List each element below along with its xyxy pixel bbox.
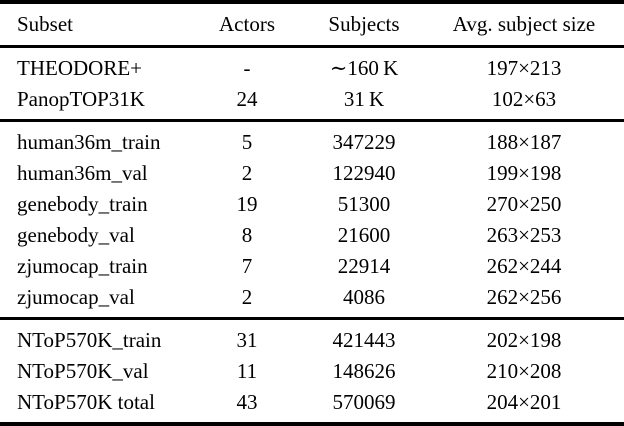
cell-subset: NToP570K total <box>17 390 155 414</box>
cell-subjects: 347229 <box>332 130 396 154</box>
cell-subset: PanopTOP31K <box>17 87 145 111</box>
cell-avg-subject-size: 199×198 <box>486 161 562 185</box>
cell-actors: 2 <box>241 161 253 185</box>
cell-subset: zjumocap_train <box>17 254 148 278</box>
cell-subjects: 22914 <box>337 254 391 278</box>
table-section-pretrain: THEODORE+ - ∼160 K 197×213 PanopTOP31K 2… <box>0 47 624 121</box>
cell-actors: 31 <box>236 328 258 352</box>
cell-avg-subject-size: 263×253 <box>486 223 562 247</box>
cell-subset: genebody_train <box>17 192 148 216</box>
table-header: Subset Actors Subjects Avg. subject size <box>0 2 624 47</box>
column-header-actors: Actors <box>219 12 275 36</box>
cell-subjects: 51300 <box>337 192 391 216</box>
table-row: human36m_val 2 122940 199×198 <box>0 158 624 189</box>
table-row: genebody_train 19 51300 270×250 <box>0 189 624 220</box>
cell-avg-subject-size: 262×256 <box>486 285 562 309</box>
table-section-ntop570k: NToP570K_train 31 421443 202×198 NToP570… <box>0 319 624 425</box>
table-section-source-datasets: human36m_train 5 347229 188×187 human36m… <box>0 121 624 319</box>
cell-actors: 2 <box>241 285 253 309</box>
cell-subjects: 421443 <box>332 328 396 352</box>
cell-subset: THEODORE+ <box>17 56 142 80</box>
cell-subjects: 148626 <box>332 359 396 383</box>
table-row: genebody_val 8 21600 263×253 <box>0 220 624 251</box>
cell-subjects: 31 K <box>343 87 385 111</box>
table-row: NToP570K_val 11 148626 210×208 <box>0 356 624 387</box>
cell-avg-subject-size: 197×213 <box>486 56 562 80</box>
cell-actors: 19 <box>236 192 258 216</box>
cell-subjects: 21600 <box>337 223 391 247</box>
cell-avg-subject-size: 262×244 <box>486 254 562 278</box>
cell-avg-subject-size: 202×198 <box>486 328 562 352</box>
cell-subjects: 4086 <box>343 285 385 309</box>
table-row: human36m_train 5 347229 188×187 <box>0 121 624 159</box>
cell-avg-subject-size: 188×187 <box>486 130 562 154</box>
cell-subset: NToP570K_val <box>17 359 149 383</box>
cell-subjects: ∼160 K <box>329 56 399 80</box>
column-header-subset: Subset <box>17 12 74 36</box>
column-header-subjects: Subjects <box>328 12 400 36</box>
cell-subjects: 122940 <box>332 161 396 185</box>
column-header-avg-subject-size: Avg. subject size <box>452 12 596 36</box>
table-row: THEODORE+ - ∼160 K 197×213 <box>0 47 624 85</box>
cell-actors: - <box>243 56 251 80</box>
cell-actors: 24 <box>236 87 258 111</box>
cell-subset: human36m_train <box>17 130 161 154</box>
table-row: NToP570K_train 31 421443 202×198 <box>0 319 624 357</box>
cell-avg-subject-size: 204×201 <box>486 390 562 414</box>
table-row: PanopTOP31K 24 31 K 102×63 <box>0 84 624 121</box>
cell-subset: NToP570K_train <box>17 328 162 352</box>
cell-actors: 11 <box>236 359 258 383</box>
table-row: zjumocap_val 2 4086 262×256 <box>0 282 624 319</box>
cell-subjects: 570069 <box>332 390 396 414</box>
table-row: zjumocap_train 7 22914 262×244 <box>0 251 624 282</box>
cell-actors: 8 <box>241 223 253 247</box>
cell-subset: human36m_val <box>17 161 148 185</box>
cell-avg-subject-size: 270×250 <box>486 192 562 216</box>
cell-avg-subject-size: 102×63 <box>491 87 557 111</box>
cell-avg-subject-size: 210×208 <box>486 359 562 383</box>
header-row: Subset Actors Subjects Avg. subject size <box>0 2 624 47</box>
cell-subset: genebody_val <box>17 223 135 247</box>
cell-actors: 7 <box>241 254 253 278</box>
cell-subset: zjumocap_val <box>17 285 135 309</box>
cell-actors: 5 <box>241 130 253 154</box>
table-row: NToP570K total 43 570069 204×201 <box>0 387 624 424</box>
cell-actors: 43 <box>236 390 258 414</box>
